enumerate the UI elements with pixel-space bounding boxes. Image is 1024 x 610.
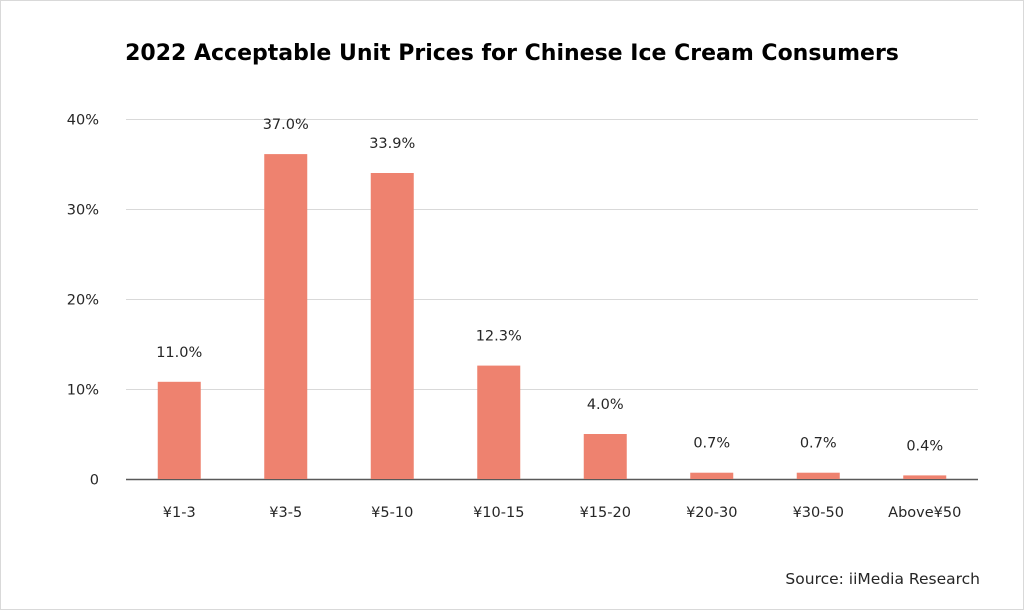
x-tick-label: Above¥50	[888, 505, 961, 521]
bar	[796, 472, 840, 479]
y-tick-label: 20%	[67, 293, 99, 309]
y-tick-label: 0	[90, 473, 99, 489]
bar	[370, 173, 414, 479]
data-label: 0.7%	[800, 436, 837, 452]
chart-title: 2022 Acceptable Unit Prices for Chinese …	[125, 41, 899, 66]
y-axis-ticks: 0 10% 20% 30% 40%	[67, 113, 99, 489]
bar	[903, 475, 947, 479]
bar	[583, 434, 627, 479]
data-labels: 11.0% 37.0% 33.9% 12.3% 4.0% 0.7% 0.7% 0.4%	[156, 117, 943, 454]
data-label: 33.9%	[369, 136, 415, 152]
bars	[157, 154, 947, 479]
x-tick-label: ¥15-20	[580, 505, 631, 521]
y-tick-label: 10%	[67, 383, 99, 399]
bar	[477, 365, 521, 479]
y-tick-label: 40%	[67, 113, 99, 129]
bar	[264, 154, 308, 479]
data-label: 37.0%	[263, 117, 309, 133]
data-label: 0.7%	[693, 436, 730, 452]
x-tick-label: ¥30-50	[793, 505, 844, 521]
x-tick-label: ¥10-15	[473, 505, 524, 521]
bar	[690, 472, 734, 479]
x-tick-label: ¥1-3	[163, 505, 196, 521]
x-axis-ticks: ¥1-3 ¥3-5 ¥5-10 ¥10-15 ¥15-20 ¥20-30 ¥30-50 Abo…	[163, 505, 962, 521]
y-tick-label: 30%	[67, 203, 99, 219]
x-tick-label: ¥5-10	[371, 505, 413, 521]
source-note: Source: iiMedia Research	[785, 570, 980, 588]
data-label: 0.4%	[906, 438, 943, 454]
x-tick-label: ¥3-5	[269, 505, 302, 521]
data-label: 4.0%	[587, 397, 624, 413]
x-tick-label: ¥20-30	[686, 505, 737, 521]
gridlines	[126, 119, 978, 481]
bar	[157, 381, 201, 479]
data-label: 12.3%	[476, 329, 522, 345]
data-label: 11.0%	[156, 345, 202, 361]
